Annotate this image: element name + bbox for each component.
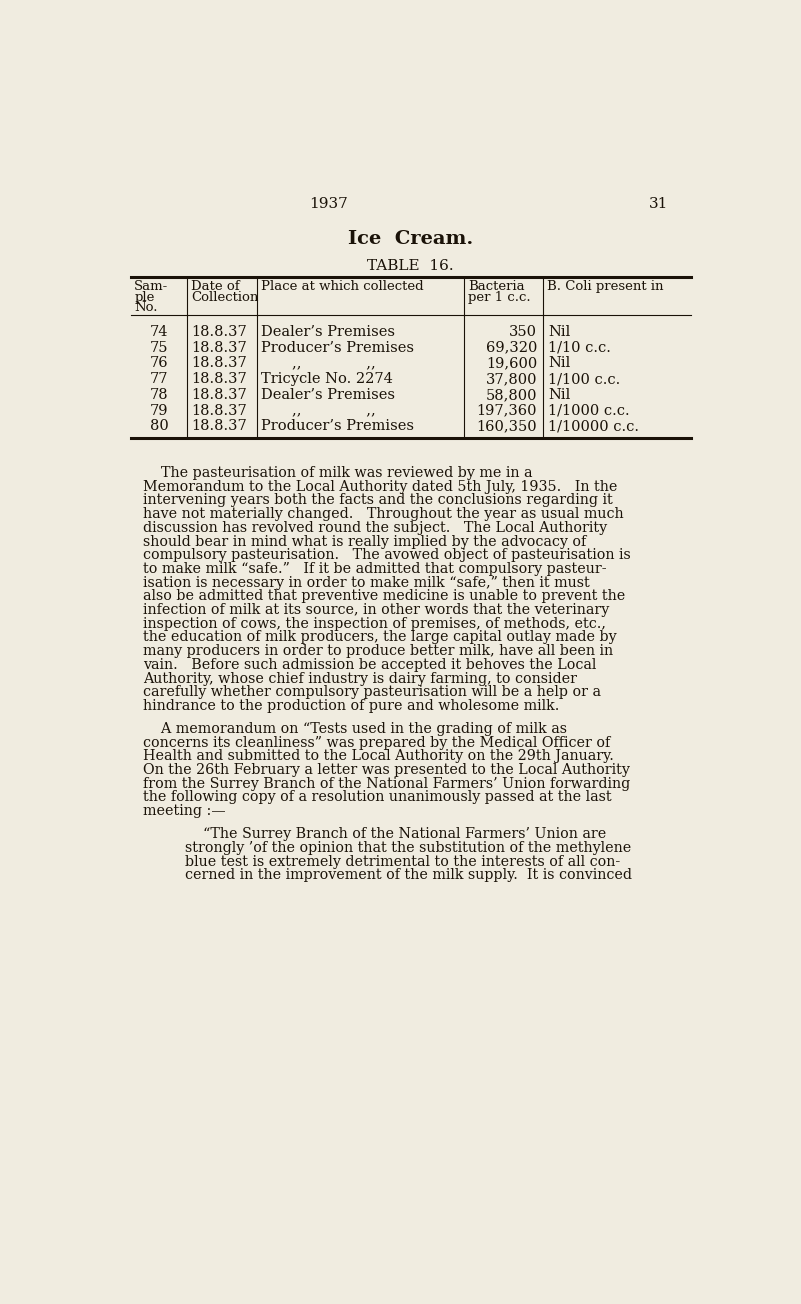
Text: the education of milk producers, the large capital outlay made by: the education of milk producers, the lar… <box>143 631 617 644</box>
Text: 74: 74 <box>150 325 168 339</box>
Text: Producer’s Premises: Producer’s Premises <box>261 420 414 433</box>
Text: “The Surrey Branch of the National Farmers’ Union are: “The Surrey Branch of the National Farme… <box>185 827 606 841</box>
Text: 1937: 1937 <box>309 197 348 210</box>
Text: The pasteurisation of milk was reviewed by me in a: The pasteurisation of milk was reviewed … <box>143 466 532 480</box>
Text: carefully whether compulsory pasteurisation will be a help or a: carefully whether compulsory pasteurisat… <box>143 686 601 699</box>
Text: Collection: Collection <box>191 291 258 304</box>
Text: intervening years both the facts and the conclusions regarding it: intervening years both the facts and the… <box>143 493 613 507</box>
Text: meeting :—: meeting :— <box>143 805 225 818</box>
Text: inspection of cows, the inspection of premises, of methods, etc.,: inspection of cows, the inspection of pr… <box>143 617 606 631</box>
Text: ,,              ,,: ,, ,, <box>292 356 376 370</box>
Text: Dealer’s Premises: Dealer’s Premises <box>261 325 396 339</box>
Text: the following copy of a resolution unanimously passed at the last: the following copy of a resolution unani… <box>143 790 611 805</box>
Text: 18.8.37: 18.8.37 <box>191 340 247 355</box>
Text: 80: 80 <box>150 420 168 433</box>
Text: isation is necessary in order to make milk “safe,” then it must: isation is necessary in order to make mi… <box>143 575 590 589</box>
Text: Producer’s Premises: Producer’s Premises <box>261 340 414 355</box>
Text: Health and submitted to the Local Authority on the 29th January.: Health and submitted to the Local Author… <box>143 750 614 763</box>
Text: No.: No. <box>135 301 158 314</box>
Text: hindrance to the production of pure and wholesome milk.: hindrance to the production of pure and … <box>143 699 559 713</box>
Text: Nil: Nil <box>548 356 570 370</box>
Text: 1/1000 c.c.: 1/1000 c.c. <box>548 404 630 417</box>
Text: 75: 75 <box>150 340 168 355</box>
Text: have not materially changed.   Throughout the year as usual much: have not materially changed. Throughout … <box>143 507 623 522</box>
Text: A memorandum on “Tests used in the grading of milk as: A memorandum on “Tests used in the gradi… <box>143 722 567 735</box>
Text: 350: 350 <box>509 325 537 339</box>
Text: 1/10000 c.c.: 1/10000 c.c. <box>548 420 639 433</box>
Text: On the 26th February a letter was presented to the Local Authority: On the 26th February a letter was presen… <box>143 763 630 777</box>
Text: Dealer’s Premises: Dealer’s Premises <box>261 387 396 402</box>
Text: 18.8.37: 18.8.37 <box>191 356 247 370</box>
Text: many producers in order to produce better milk, have all been in: many producers in order to produce bette… <box>143 644 613 659</box>
Text: should bear in mind what is really implied by the advocacy of: should bear in mind what is really impli… <box>143 535 586 549</box>
Text: blue test is extremely detrimental to the interests of all con-: blue test is extremely detrimental to th… <box>185 854 621 868</box>
Text: 197,360: 197,360 <box>477 404 537 417</box>
Text: strongly ’of the opinion that the substitution of the methylene: strongly ’of the opinion that the substi… <box>185 841 632 855</box>
Text: Date of: Date of <box>191 280 239 293</box>
Text: Nil: Nil <box>548 325 570 339</box>
Text: 58,800: 58,800 <box>485 387 537 402</box>
Text: 160,350: 160,350 <box>477 420 537 433</box>
Text: compulsory pasteurisation.   The avowed object of pasteurisation is: compulsory pasteurisation. The avowed ob… <box>143 548 630 562</box>
Text: 78: 78 <box>150 387 168 402</box>
Text: 18.8.37: 18.8.37 <box>191 325 247 339</box>
Text: 37,800: 37,800 <box>485 372 537 386</box>
Text: 1/10 c.c.: 1/10 c.c. <box>548 340 611 355</box>
Text: Tricycle No. 2274: Tricycle No. 2274 <box>261 372 393 386</box>
Text: Place at which collected: Place at which collected <box>261 280 424 293</box>
Text: infection of milk at its source, in other words that the veterinary: infection of milk at its source, in othe… <box>143 602 609 617</box>
Text: 18.8.37: 18.8.37 <box>191 372 247 386</box>
Text: Sam-: Sam- <box>135 280 168 293</box>
Text: vain.   Before such admission be accepted it behoves the Local: vain. Before such admission be accepted … <box>143 659 596 672</box>
Text: Ice  Cream.: Ice Cream. <box>348 230 473 248</box>
Text: Memorandum to the Local Authority dated 5th July, 1935.   In the: Memorandum to the Local Authority dated … <box>143 480 617 494</box>
Text: 1/100 c.c.: 1/100 c.c. <box>548 372 620 386</box>
Text: ple: ple <box>135 291 155 304</box>
Text: 69,320: 69,320 <box>486 340 537 355</box>
Text: 18.8.37: 18.8.37 <box>191 404 247 417</box>
Text: Authority, whose chief industry is dairy farming, to consider: Authority, whose chief industry is dairy… <box>143 672 577 686</box>
Text: 18.8.37: 18.8.37 <box>191 387 247 402</box>
Text: 19,600: 19,600 <box>486 356 537 370</box>
Text: 31: 31 <box>649 197 668 210</box>
Text: per 1 c.c.: per 1 c.c. <box>469 291 531 304</box>
Text: from the Surrey Branch of the National Farmers’ Union forwarding: from the Surrey Branch of the National F… <box>143 777 630 790</box>
Text: to make milk “safe.”   If it be admitted that compulsory pasteur-: to make milk “safe.” If it be admitted t… <box>143 562 606 576</box>
Text: Bacteria: Bacteria <box>469 280 525 293</box>
Text: TABLE  16.: TABLE 16. <box>367 259 453 273</box>
Text: 76: 76 <box>150 356 168 370</box>
Text: B. Coli present in: B. Coli present in <box>547 280 664 293</box>
Text: ,,              ,,: ,, ,, <box>292 404 376 417</box>
Text: discussion has revolved round the subject.   The Local Authority: discussion has revolved round the subjec… <box>143 520 607 535</box>
Text: 18.8.37: 18.8.37 <box>191 420 247 433</box>
Text: cerned in the improvement of the milk supply.  It is convinced: cerned in the improvement of the milk su… <box>185 868 632 883</box>
Text: 77: 77 <box>150 372 168 386</box>
Text: concerns its cleanliness” was prepared by the Medical Officer of: concerns its cleanliness” was prepared b… <box>143 735 610 750</box>
Text: 79: 79 <box>150 404 168 417</box>
Text: also be admitted that preventive medicine is unable to prevent the: also be admitted that preventive medicin… <box>143 589 625 604</box>
Text: Nil: Nil <box>548 387 570 402</box>
